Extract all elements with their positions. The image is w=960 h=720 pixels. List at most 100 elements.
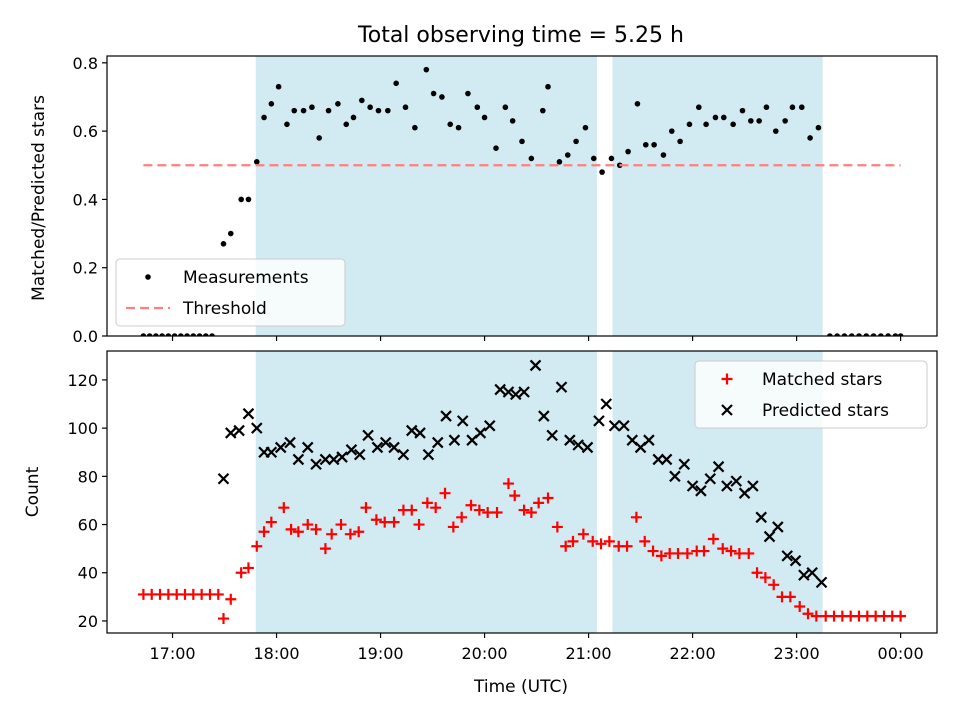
matched-stars-point — [533, 497, 545, 509]
measurements-point — [703, 121, 709, 128]
predicted-stars-point — [431, 436, 444, 449]
predicted-stars-point — [310, 458, 322, 471]
predicted-stars-point — [529, 359, 542, 372]
measurements-point — [848, 333, 855, 336]
measurements-point — [807, 135, 813, 141]
matched-stars-point — [768, 579, 780, 591]
predicted-stars-point — [456, 415, 469, 427]
measurements-point — [502, 104, 509, 111]
matched-stars-point — [491, 506, 503, 518]
measurements-point — [190, 333, 197, 336]
measurements-point — [686, 121, 693, 128]
measurements-point — [385, 107, 391, 114]
measurements-point — [827, 333, 833, 336]
matched-stars-point — [502, 478, 514, 490]
matched-stars-point — [560, 540, 572, 552]
matched-stars-point — [895, 610, 907, 622]
x-axis-label: Time (UTC) — [473, 677, 568, 697]
predicted-stars-point — [721, 480, 733, 492]
measurements-point — [325, 107, 332, 114]
matched-stars-point — [551, 521, 563, 533]
measurements-point — [343, 121, 350, 128]
measurements-point — [642, 141, 649, 148]
measurements-point — [455, 124, 462, 131]
matched-stars-point — [251, 540, 263, 552]
measurements-point — [798, 104, 805, 111]
measurements-point — [402, 104, 409, 111]
measurements-point — [782, 118, 788, 124]
matched-stars-point — [647, 545, 659, 557]
matched-stars-legend-swatch — [721, 373, 733, 385]
predicted-stars-point — [265, 446, 278, 459]
measurements-point — [203, 333, 209, 336]
bottom-plot-area — [137, 359, 907, 625]
measurements-point — [439, 94, 445, 100]
measurements-point — [564, 152, 571, 158]
predicted-stars-point — [319, 453, 332, 466]
predicted-stars-point — [224, 427, 237, 439]
predicted-stars-point — [669, 470, 681, 483]
predicted-stars-point — [422, 448, 435, 461]
predicted-stars-point — [815, 576, 828, 589]
measurements-point — [599, 169, 605, 175]
matched-stars-point — [794, 600, 806, 612]
matched-stars-point — [587, 535, 599, 547]
predicted-stars-point — [789, 554, 802, 567]
matched-stars-point — [310, 523, 322, 535]
matched-stars-point — [413, 519, 425, 531]
matched-stars-point — [388, 516, 400, 528]
measurements-legend-label: Measurements — [183, 268, 309, 288]
measurements-point — [789, 104, 796, 111]
predicted-stars-point — [678, 458, 691, 471]
matched-stars-point — [292, 526, 304, 538]
measurements-point — [720, 114, 727, 121]
measurements-point — [227, 230, 234, 237]
matched-stars-point — [360, 502, 372, 514]
x-tick-label: 23:00 — [774, 644, 820, 663]
matched-stars-point — [242, 562, 254, 574]
matched-stars-point — [639, 535, 651, 547]
predicted-stars-point — [686, 480, 699, 492]
predicted-stars-point — [353, 448, 366, 461]
measurements-point — [291, 107, 298, 114]
predicted-stars-point — [242, 407, 255, 420]
matched-stars-point — [672, 547, 684, 559]
predicted-stars-point — [414, 427, 426, 439]
predicted-stars-point — [397, 448, 410, 461]
matched-stars-point — [707, 533, 719, 545]
x-tick-label: 00:00 — [878, 644, 924, 663]
matched-stars-point — [681, 547, 693, 559]
predicted-stars-point — [755, 511, 768, 524]
measurements-point — [509, 118, 516, 124]
measurements-point — [159, 333, 165, 336]
matched-stars-point — [621, 540, 633, 552]
x-tick-label: 18:00 — [253, 644, 299, 663]
matched-stars-point — [421, 497, 433, 509]
measurements-point — [140, 333, 147, 336]
matched-stars-point — [725, 545, 737, 557]
matched-stars-point — [225, 593, 237, 605]
bottom-y-tick-label: 100 — [67, 419, 98, 438]
predicted-stars-point — [362, 429, 374, 442]
top-y-tick-label: 0.2 — [73, 259, 98, 278]
measurements-point — [268, 101, 275, 107]
predicted-stars-point — [618, 419, 630, 432]
measurements-point — [275, 83, 282, 90]
ratio-panel: 0.0 0.2 0.4 0.6 0.8 Measurements Threshold — [73, 54, 938, 346]
predicted-stars-point — [781, 550, 794, 562]
bottom-y-tick-label: 40 — [78, 564, 98, 583]
measurements-point — [545, 83, 551, 90]
predicted-stars-point — [546, 429, 558, 442]
predicted-stars-point — [388, 441, 400, 454]
predicted-stars-point — [274, 441, 287, 454]
measurements-point — [350, 114, 357, 121]
matched-stars-point — [439, 487, 451, 499]
measurements-point — [634, 101, 641, 107]
matched-stars-point — [759, 572, 771, 584]
x-tick-label: 19:00 — [357, 644, 403, 663]
matched-stars-point — [235, 567, 247, 579]
matched-stars-point — [265, 516, 277, 528]
matched-stars-legend-label: Matched stars — [762, 370, 882, 390]
predicted-stars-point — [483, 419, 496, 432]
matched-stars-point — [784, 591, 796, 603]
